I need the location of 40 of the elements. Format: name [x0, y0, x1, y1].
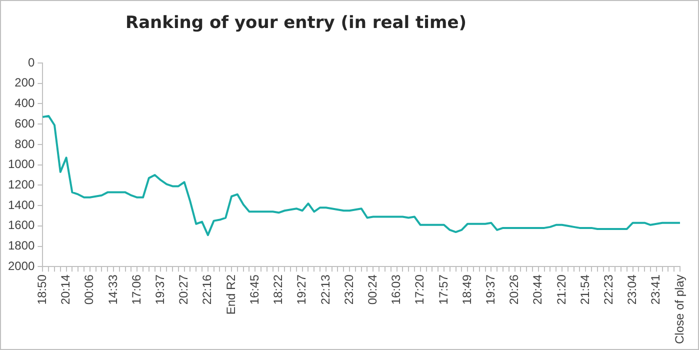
- y-tick-label: 2000: [8, 258, 36, 273]
- y-tick-label: 1000: [8, 157, 36, 172]
- y-tick-label: 0: [28, 55, 36, 70]
- x-tick-label: 18:49: [460, 274, 474, 305]
- x-tick-label: 19:37: [153, 274, 168, 305]
- x-tick-label: 22:23: [602, 274, 616, 305]
- chart-title: Ranking of your entry (in real time): [124, 13, 468, 33]
- x-tick-label: 22:16: [200, 274, 214, 305]
- x-tick-label: End R2: [224, 274, 238, 315]
- x-tick-label: 23:41: [648, 274, 663, 305]
- x-tick-label: 23:04: [625, 274, 640, 305]
- y-tick-label: 400: [14, 96, 36, 110]
- x-tick-label: 23:20: [342, 274, 356, 305]
- y-tick-label: 1800: [8, 238, 36, 253]
- x-tick-label: 19:27: [294, 274, 309, 305]
- y-tick-label: 1400: [8, 198, 36, 212]
- x-tick-label: 17:20: [412, 274, 427, 305]
- x-tick-label: 19:37: [483, 274, 498, 305]
- y-tick-label: 200: [14, 76, 36, 90]
- x-tick-label: Close of play: [672, 274, 686, 344]
- y-tick-label: 1600: [8, 218, 36, 232]
- x-tick-label: 18:22: [271, 274, 286, 305]
- x-tick-label: 20:27: [176, 274, 191, 305]
- x-tick-label: 16:03: [389, 274, 404, 305]
- x-tick-label: 21:54: [578, 274, 592, 305]
- x-tick-label: 21:20: [554, 274, 568, 305]
- x-tick-label: 20:14: [58, 274, 73, 305]
- x-tick-label: 17:57: [436, 274, 450, 305]
- y-tick-label: 600: [14, 116, 36, 130]
- x-tick-label: 20:26: [507, 274, 522, 305]
- x-tick-label: 17:06: [129, 274, 144, 305]
- x-tick-label: 16:45: [247, 274, 262, 305]
- x-tick-label: 00:06: [82, 274, 96, 305]
- x-tick-label: 00:24: [365, 274, 380, 305]
- x-tick-label: 14:33: [106, 274, 120, 305]
- y-tick-label: 1200: [8, 177, 36, 192]
- x-tick-label: 18:50: [35, 274, 50, 305]
- x-tick-label: 20:44: [530, 274, 545, 305]
- x-tick-label: 22:13: [318, 274, 332, 305]
- y-tick-label: 800: [14, 136, 36, 151]
